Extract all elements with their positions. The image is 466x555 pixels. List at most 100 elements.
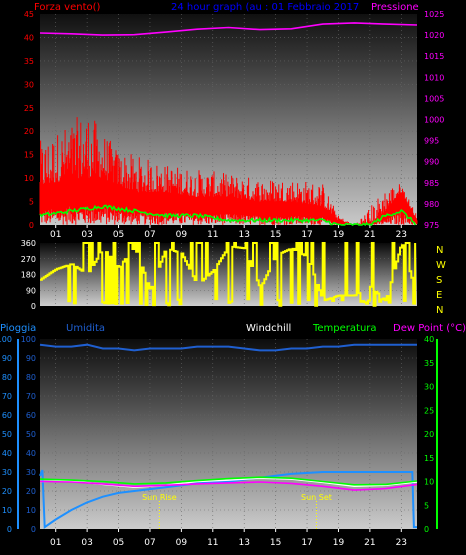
pressure-tick-label: 1020	[424, 31, 444, 40]
wind-tick-label: 40	[24, 33, 34, 42]
percent-tick-label-a: 100	[0, 335, 12, 344]
dewpoint-line	[39, 480, 418, 491]
x-tick-label: 03	[81, 538, 92, 548]
percent-tick-label-a: 80	[2, 373, 12, 382]
percent-tick-label-b: 90	[26, 354, 36, 363]
x-tick-label: 17	[301, 538, 312, 548]
x-tick-label: 09	[176, 230, 188, 240]
celsius-tick-label: 0	[424, 525, 429, 534]
x-tick-label: 05	[113, 230, 124, 240]
direction-tick-label: 0	[31, 302, 36, 311]
legend-windchill: Windchill	[246, 323, 291, 334]
wind-axis-ticks: 0 5 10 15 20 25 30 35 40 45	[24, 10, 34, 230]
celsius-tick-label: 35	[424, 359, 434, 368]
percent-tick-label-b: 0	[31, 525, 36, 534]
direction-tick-label: 360	[21, 239, 36, 248]
sun-marker-label: Sun Set	[301, 493, 332, 502]
percent-tick-label-a: 30	[2, 468, 12, 477]
wind-axis-label: Forza vento()	[34, 2, 101, 13]
x-tick-label: 03	[81, 230, 92, 240]
pressure-tick-label: 1005	[424, 94, 444, 103]
x-tick-label: 07	[144, 538, 155, 548]
x-tick-label: 07	[144, 230, 155, 240]
celsius-tick-label: 5	[424, 501, 429, 510]
direction-tick-label: 180	[21, 271, 36, 280]
x-tick-label: 17	[301, 230, 312, 240]
celsius-tick-label: 40	[424, 335, 434, 344]
celsius-axis-ticks: 0 5 10 15 20 25 30 35 40	[424, 335, 438, 534]
percent-tick-label-b: 50	[26, 430, 36, 439]
pressure-tick-label: 980	[424, 200, 439, 209]
wind-tick-label: 45	[24, 10, 34, 19]
x-tick-label: 01	[50, 538, 61, 548]
pressure-tick-label: 1000	[424, 116, 444, 125]
pressure-tick-label: 995	[424, 137, 439, 146]
wind-tick-label: 20	[24, 127, 34, 136]
percent-tick-label-b: 70	[26, 392, 36, 401]
x-tick-label: 19	[333, 538, 345, 548]
wind-average-line	[39, 204, 417, 227]
compass-label: S	[436, 275, 442, 286]
pressure-tick-label: 990	[424, 158, 439, 167]
wind-tick-label: 5	[29, 198, 34, 207]
celsius-tick-label: 10	[424, 478, 434, 487]
percent-tick-label-a: 70	[2, 392, 12, 401]
percent-tick-label-a: 90	[2, 354, 12, 363]
percent-tick-label-b: 40	[26, 449, 36, 458]
celsius-tick-label: 20	[424, 430, 434, 439]
percent-tick-label-a: 40	[2, 449, 12, 458]
wind-tick-label: 30	[24, 80, 34, 89]
legend-humidity: Umidita	[66, 323, 105, 334]
compass-label: N	[436, 245, 443, 256]
sun-marker-label: Sun Rise	[142, 493, 177, 502]
wind-tick-label: 35	[24, 57, 34, 66]
legend-temperature: Temperatura	[312, 323, 377, 334]
pressure-tick-label: 985	[424, 179, 439, 188]
compass-label: W	[436, 260, 446, 271]
x-tick-label: 01	[50, 230, 61, 240]
hour-axis-ticks-lower: 01 03 05 07 09 11 13 15 17 19 21 23	[50, 529, 407, 548]
temperature-panel-grid	[40, 339, 417, 529]
pressure-axis-label: Pressione	[371, 2, 419, 13]
pressure-tick-label: 1025	[424, 10, 444, 19]
sun-annotations: Sun Rise Sun Set	[142, 493, 332, 529]
temperature-line	[39, 476, 418, 486]
chart-title: 24 hour graph (au : 01 Febbraio 2017	[171, 2, 359, 13]
celsius-tick-label: 30	[424, 383, 434, 392]
wind-tick-label: 15	[24, 151, 34, 160]
x-tick-label: 19	[333, 230, 345, 240]
x-tick-label: 15	[270, 230, 281, 240]
direction-axis-ticks: 0 90 180 270 360	[21, 239, 36, 311]
percent-tick-label-b: 80	[26, 373, 36, 382]
percent-tick-label-a: 10	[2, 506, 12, 515]
legend-rain: Pioggia	[0, 323, 36, 334]
x-tick-label: 23	[396, 230, 407, 240]
x-tick-label: 11	[207, 230, 218, 240]
percent-axis-ticks: 0 0 10 10 20 20 30 30 40 40 50 50 60 60 70 70 80 80 90 90 10…	[0, 335, 36, 534]
wind-tick-label: 25	[24, 104, 34, 113]
direction-tick-label: 270	[21, 255, 36, 264]
pressure-tick-label: 1015	[424, 52, 444, 61]
x-tick-label: 09	[176, 538, 188, 548]
x-tick-label: 23	[396, 538, 407, 548]
wind-panel-series	[39, 22, 418, 227]
legend-dewpoint: Dew Point (°C)	[393, 323, 466, 334]
percent-tick-label-b: 30	[26, 468, 36, 477]
x-tick-label: 05	[113, 538, 124, 548]
percent-tick-label-a: 0	[7, 525, 12, 534]
percent-tick-label-b: 100	[21, 335, 36, 344]
percent-tick-label-b: 10	[26, 506, 36, 515]
percent-tick-label-a: 20	[2, 487, 12, 496]
x-tick-label: 21	[364, 230, 375, 240]
direction-tick-label: 90	[26, 286, 36, 295]
percent-tick-label-b: 20	[26, 487, 36, 496]
percent-tick-label-a: 60	[2, 411, 12, 420]
compass-label: E	[436, 290, 442, 301]
temperature-panel-series	[39, 343, 418, 529]
percent-tick-label-a: 50	[2, 430, 12, 439]
celsius-tick-label: 15	[424, 454, 434, 463]
x-tick-label: 21	[364, 538, 375, 548]
percent-tick-label-b: 60	[26, 411, 36, 420]
